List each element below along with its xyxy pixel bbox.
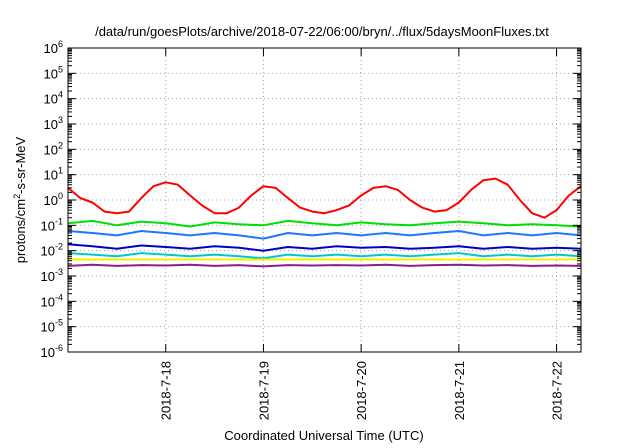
- x-tick-label: 2018-7-20: [354, 361, 369, 420]
- series-line-1: [67, 177, 582, 219]
- y-tick-exponent: 6: [58, 39, 63, 49]
- y-tick-exponent: -2: [55, 242, 63, 252]
- x-tick-labels: 2018-7-18 2018-7-19 2018-7-20 2018-7-21 2018…: [159, 361, 565, 420]
- y-tick-exponent: -3: [55, 267, 63, 277]
- x-tick-label: 2018-7-18: [159, 361, 174, 420]
- y-tick-label: 100: [44, 191, 63, 208]
- series-line-4: [67, 243, 582, 252]
- y-tick-exponent: -5: [55, 318, 63, 328]
- x-tick-label: 2018-7-21: [452, 361, 467, 420]
- y-tick-exponent: 4: [58, 90, 63, 100]
- y-axis-label-sup: 2: [12, 194, 22, 199]
- series-line-3: [67, 230, 582, 240]
- y-tick-base: 10: [44, 193, 58, 208]
- y-tick-label: 10-6: [41, 343, 63, 360]
- y-tick-label: 104: [44, 90, 63, 107]
- y-tick-base: 10: [44, 117, 58, 132]
- y-tick-exponent: 0: [58, 191, 63, 201]
- y-tick-label: 101: [44, 166, 63, 183]
- y-tick-label: 10-3: [41, 267, 63, 284]
- series-line-2: [67, 219, 582, 228]
- y-tick-base: 10: [41, 269, 55, 284]
- chart-title: /data/run/goesPlots/archive/2018-07-22/0…: [95, 24, 549, 39]
- y-tick-base: 10: [44, 92, 58, 107]
- y-tick-base: 10: [44, 66, 58, 81]
- y-axis-label-pre: protons/cm: [13, 199, 28, 263]
- y-tick-base: 10: [44, 41, 58, 56]
- y-tick-base: 10: [41, 244, 55, 259]
- y-tick-label: 10-4: [41, 292, 63, 309]
- x-tick-label: 2018-7-19: [256, 361, 271, 420]
- y-tick-label: 103: [44, 115, 63, 132]
- x-tick-label: 2018-7-22: [550, 361, 565, 420]
- y-tick-base: 10: [41, 320, 55, 335]
- y-tick-base: 10: [41, 345, 55, 360]
- y-axis-label: protons/cm2-s-sr-MeV: [12, 136, 28, 263]
- series-line-7: [67, 263, 582, 268]
- y-tick-exponent: 5: [58, 64, 63, 74]
- y-tick-exponent: -6: [55, 343, 63, 353]
- y-tick-base: 10: [44, 168, 58, 183]
- series-lines: [67, 177, 582, 268]
- y-tick-label: 102: [44, 140, 63, 157]
- y-tick-base: 10: [44, 142, 58, 157]
- y-tick-base: 10: [41, 294, 55, 309]
- grid: [68, 48, 581, 352]
- y-axis-label-post: -s-sr-MeV: [13, 136, 28, 193]
- axis-ticks: [68, 47, 581, 353]
- y-tick-exponent: 1: [58, 166, 63, 176]
- y-tick-exponent: -4: [55, 292, 63, 302]
- x-axis-label: Coordinated Universal Time (UTC): [224, 428, 423, 443]
- y-tick-base: 10: [41, 218, 55, 233]
- y-tick-label: 10-2: [41, 242, 63, 259]
- y-tick-exponent: 3: [58, 115, 63, 125]
- y-tick-label: 105: [44, 64, 63, 81]
- y-tick-label: 10-5: [41, 318, 63, 335]
- y-tick-labels: 10-610-510-410-310-210-11001011021031041…: [41, 39, 63, 360]
- y-tick-exponent: -1: [55, 216, 63, 226]
- y-tick-label: 106: [44, 39, 63, 56]
- y-tick-exponent: 2: [58, 140, 63, 150]
- y-tick-label: 10-1: [41, 216, 63, 233]
- series-line-5: [67, 252, 582, 260]
